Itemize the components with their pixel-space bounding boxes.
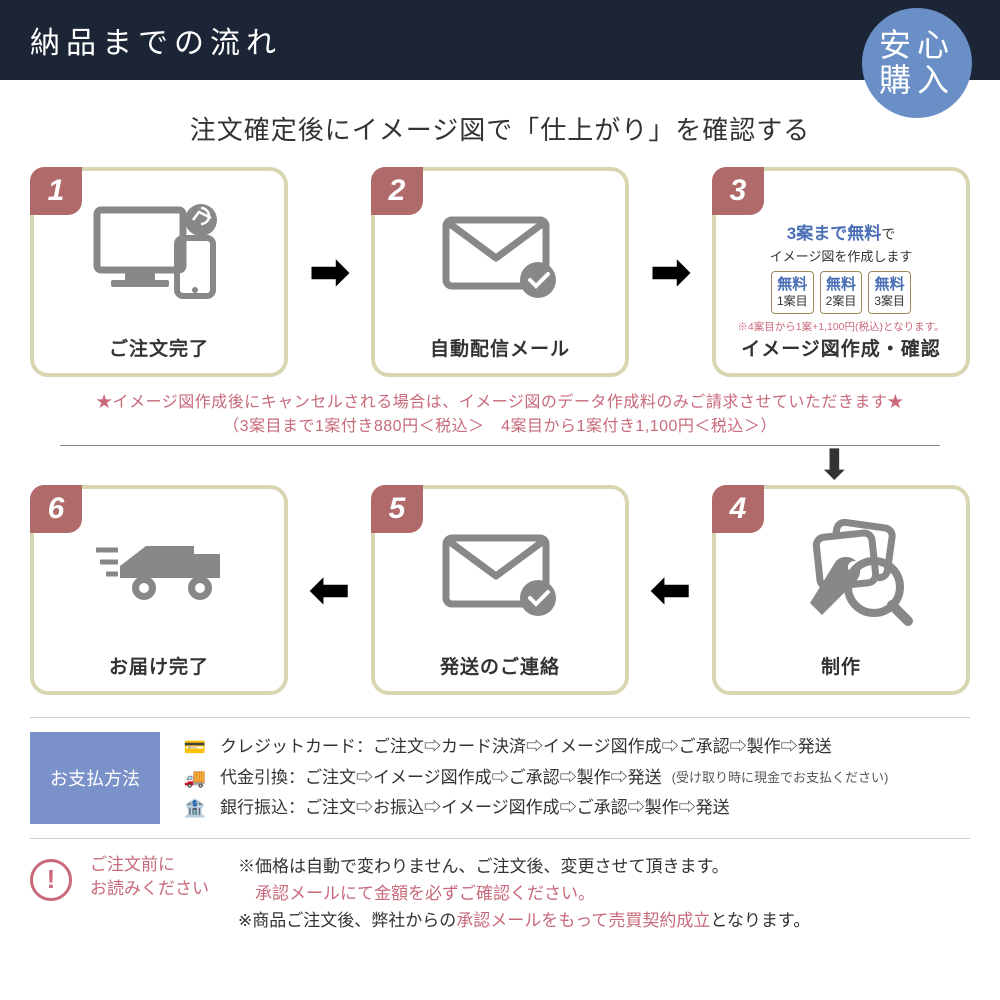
step-1: 1 ご注文完了 — [30, 167, 288, 377]
cancel-note: ★イメージ図作成後にキャンセルされる場合は、イメージ図のデータ作成料のみご請求さ… — [60, 391, 940, 446]
cod-truck-icon: 🚚 — [180, 763, 210, 794]
step-label: イメージ図作成・確認 — [741, 334, 941, 361]
payment-label: お支払方法 — [30, 732, 160, 824]
step-number: 3 — [712, 167, 764, 215]
payment-section: お支払方法 💳クレジットカード：ご注文⇨カード決済⇨イメージ図作成⇨ご承認⇨製作… — [30, 717, 970, 839]
step-5: 5 発送のご連絡 — [371, 485, 629, 695]
step-number: 5 — [371, 485, 423, 533]
step-number: 2 — [371, 167, 423, 215]
payment-lines: 💳クレジットカード：ご注文⇨カード決済⇨イメージ図作成⇨ご承認⇨製作⇨発送 🚚代… — [180, 732, 970, 824]
step-number: 6 — [30, 485, 82, 533]
arrow-right-icon: ➡ — [651, 244, 691, 300]
trust-badge: 安心 購入 — [862, 8, 972, 118]
step-3: 3 3案まで無料で イメージ図を作成します 無料1案目 無料2案目 無料3案目 … — [712, 167, 970, 377]
step-6: 6 お届け完了 — [30, 485, 288, 695]
arrow-left-icon: ⬅ — [310, 562, 350, 618]
warning-label: ご注文前に お読みください — [90, 853, 220, 901]
step-label: 発送のご連絡 — [440, 652, 560, 679]
bank-icon: 🏦 — [180, 793, 210, 824]
arrow-down-icon: ⬇ — [30, 452, 970, 477]
step-4: 4 制作 — [712, 485, 970, 695]
warning-text: ※価格は自動で変わりません、ご注文後、変更させて頂きます。 承認メールにて金額を… — [238, 853, 970, 935]
step-number: 4 — [712, 485, 764, 533]
subtitle: 注文確定後にイメージ図で「仕上がり」を確認する — [0, 110, 1000, 147]
header-title: 納品までの流れ — [30, 27, 282, 60]
step-label: ご注文完了 — [109, 334, 209, 361]
flow-container: 1 ご注文完了 ➡ 2 — [0, 167, 1000, 695]
step-number: 1 — [30, 167, 82, 215]
flow-row-2: 6 お届け完了 ⬅ 5 — [30, 485, 970, 695]
step-2: 2 自動配信メール — [371, 167, 629, 377]
free-plan-boxes: 無料1案目 無料2案目 無料3案目 — [737, 271, 944, 314]
step-label: 自動配信メール — [430, 334, 570, 361]
step3-details: 3案まで無料で イメージ図を作成します 無料1案目 無料2案目 無料3案目 ※4… — [729, 213, 952, 334]
warning-icon: ! — [30, 859, 72, 901]
credit-card-icon: 💳 — [180, 732, 210, 763]
flow-row-1: 1 ご注文完了 ➡ 2 — [30, 167, 970, 377]
step-label: お届け完了 — [109, 652, 209, 679]
header-bar: 納品までの流れ 安心 購入 — [0, 0, 1000, 80]
warning-section: ! ご注文前に お読みください ※価格は自動で変わりません、ご注文後、変更させて… — [30, 853, 970, 935]
step-label: 制作 — [821, 652, 861, 679]
arrow-left-icon: ⬅ — [651, 562, 691, 618]
arrow-right-icon: ➡ — [310, 244, 350, 300]
